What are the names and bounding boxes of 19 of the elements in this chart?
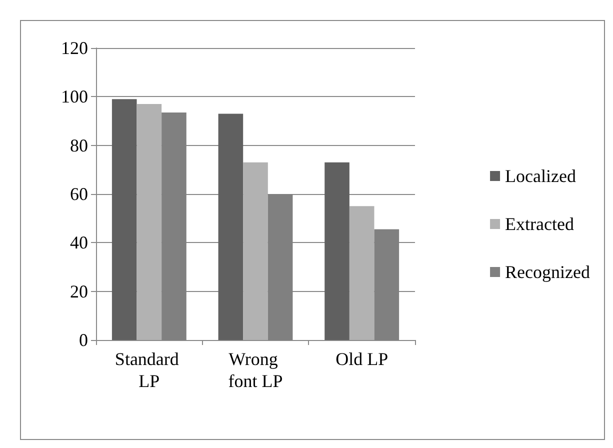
legend-label: Recognized [505,262,590,282]
bar [136,104,162,340]
y-tick-label: 40 [70,232,88,253]
legend-label: Localized [505,166,576,186]
y-tick-label: 120 [61,38,88,58]
bar [218,114,244,340]
x-tick-label: Wrong font LP [228,349,283,391]
bar [243,162,268,340]
bar [324,162,350,340]
bar [112,99,137,340]
y-tick-label: 80 [70,135,88,156]
legend-label: Extracted [505,214,574,234]
y-tick-label: 0 [79,330,88,350]
x-tick-label: Old LP [336,349,388,369]
y-tick-label: 60 [70,184,88,204]
y-tick-label: 20 [70,281,88,302]
bar [349,206,374,340]
x-tick-label: Standard LP [114,349,184,391]
y-tick-label: 100 [61,86,88,107]
